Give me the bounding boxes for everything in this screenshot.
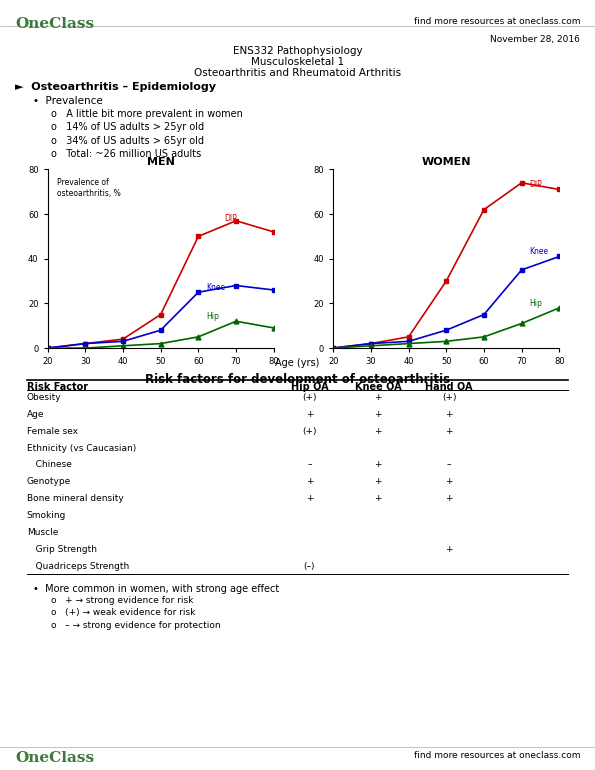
Text: OneClass: OneClass <box>15 17 94 31</box>
Text: Hip: Hip <box>529 299 542 307</box>
Title: MEN: MEN <box>147 157 174 167</box>
Text: Bone mineral density: Bone mineral density <box>27 494 124 504</box>
Text: Muscle: Muscle <box>27 528 58 537</box>
Text: (+): (+) <box>442 393 456 402</box>
Text: ENS332 Pathophysiology: ENS332 Pathophysiology <box>233 46 362 56</box>
Text: +: + <box>374 410 381 419</box>
Text: o   A little bit more prevalent in women: o A little bit more prevalent in women <box>51 109 242 119</box>
Text: Osteoarthritis and Rheumatoid Arthritis: Osteoarthritis and Rheumatoid Arthritis <box>194 68 401 78</box>
Text: +: + <box>446 494 453 504</box>
Text: Age: Age <box>27 410 44 419</box>
Text: Grip Strength: Grip Strength <box>27 545 97 554</box>
Text: Age (yrs): Age (yrs) <box>275 358 320 368</box>
Text: Smoking: Smoking <box>27 511 66 521</box>
Text: +: + <box>374 494 381 504</box>
Text: find more resources at oneclass.com: find more resources at oneclass.com <box>414 17 580 26</box>
Text: Prevalence of
osteoarthritis, %: Prevalence of osteoarthritis, % <box>57 179 120 198</box>
Text: +: + <box>306 494 313 504</box>
Text: (+): (+) <box>302 427 317 436</box>
Text: +: + <box>446 427 453 436</box>
Text: –: – <box>307 460 312 470</box>
Text: +: + <box>306 410 313 419</box>
Text: •  More common in women, with strong age effect: • More common in women, with strong age … <box>33 584 279 594</box>
Text: find more resources at oneclass.com: find more resources at oneclass.com <box>414 751 580 760</box>
Text: Ethnicity (vs Caucasian): Ethnicity (vs Caucasian) <box>27 444 136 453</box>
Text: Knee: Knee <box>529 247 548 256</box>
Text: +: + <box>446 477 453 487</box>
Title: WOMEN: WOMEN <box>421 157 471 167</box>
Text: Knee: Knee <box>206 283 225 292</box>
Text: (+): (+) <box>302 393 317 402</box>
Text: Musculoskeletal 1: Musculoskeletal 1 <box>251 57 344 67</box>
Text: Obesity: Obesity <box>27 393 61 402</box>
Text: Risk Factor: Risk Factor <box>27 382 88 392</box>
Text: DIP: DIP <box>529 180 542 189</box>
Text: o   – → strong evidence for protection: o – → strong evidence for protection <box>51 621 220 630</box>
Text: (–): (–) <box>303 562 315 571</box>
Text: o   14% of US adults > 25yr old: o 14% of US adults > 25yr old <box>51 122 203 132</box>
Text: o   + → strong evidence for risk: o + → strong evidence for risk <box>51 596 193 605</box>
Text: o   Total: ~26 million US adults: o Total: ~26 million US adults <box>51 149 201 159</box>
Text: +: + <box>374 477 381 487</box>
Text: +: + <box>446 410 453 419</box>
Text: •  Prevalence: • Prevalence <box>33 96 102 106</box>
Text: November 28, 2016: November 28, 2016 <box>490 35 580 44</box>
Text: +: + <box>446 545 453 554</box>
Text: ►  Osteoarthritis – Epidemiology: ► Osteoarthritis – Epidemiology <box>15 82 216 92</box>
Text: OneClass: OneClass <box>15 751 94 765</box>
Text: Knee OA: Knee OA <box>355 382 401 392</box>
Text: +: + <box>306 477 313 487</box>
Text: Female sex: Female sex <box>27 427 78 436</box>
Text: Hand OA: Hand OA <box>425 382 473 392</box>
Text: Hip: Hip <box>206 312 219 321</box>
Text: –: – <box>447 460 452 470</box>
Text: o   34% of US adults > 65yr old: o 34% of US adults > 65yr old <box>51 136 203 146</box>
Text: +: + <box>374 427 381 436</box>
Text: DIP: DIP <box>225 214 237 223</box>
Text: Quadriceps Strength: Quadriceps Strength <box>27 562 129 571</box>
Text: +: + <box>374 460 381 470</box>
Text: +: + <box>374 393 381 402</box>
Text: Hip OA: Hip OA <box>290 382 328 392</box>
Text: Risk factors for development of osteoarthritis: Risk factors for development of osteoart… <box>145 373 450 387</box>
Text: Chinese: Chinese <box>27 460 71 470</box>
Text: o   (+) → weak evidence for risk: o (+) → weak evidence for risk <box>51 608 195 618</box>
Text: Genotype: Genotype <box>27 477 71 487</box>
